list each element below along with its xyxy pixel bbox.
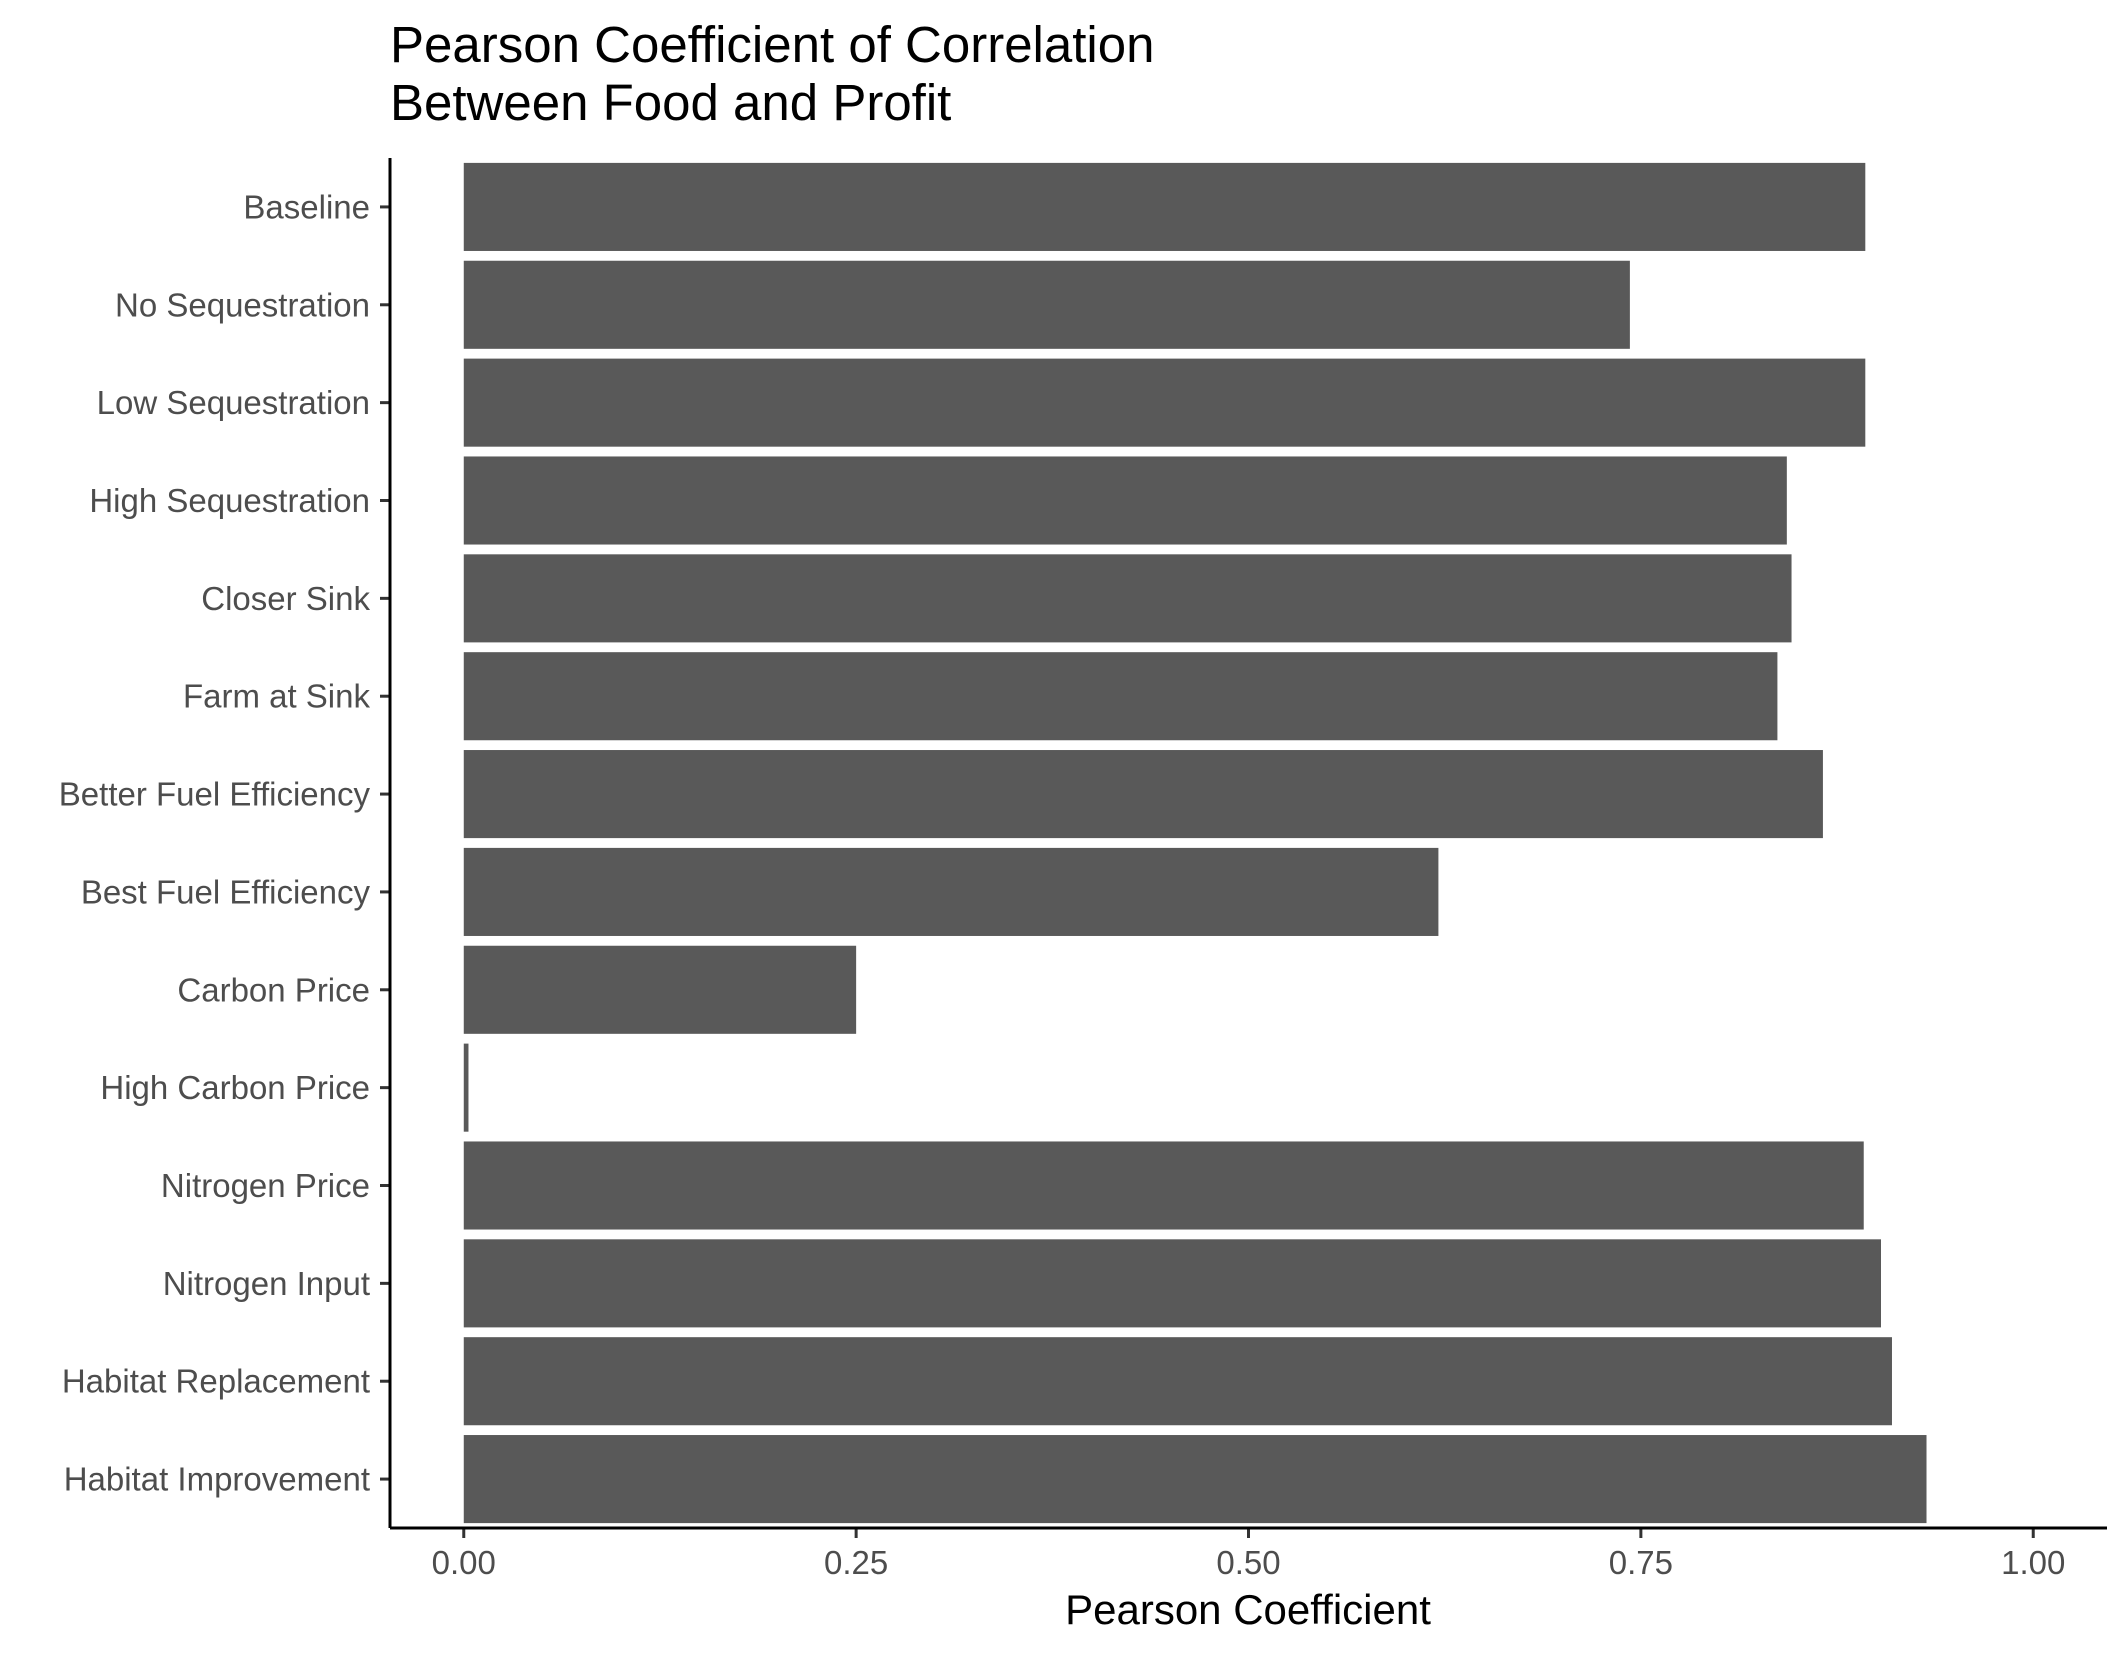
bar-no-sequestration [463, 260, 1630, 349]
bar-high-sequestration [463, 456, 1787, 545]
x-axis-ticks: 0.00 0.25 0.50 0.75 1.00 [432, 1528, 2065, 1581]
x-tick-label: 0.25 [824, 1544, 888, 1581]
bar-baseline [463, 162, 1866, 251]
x-tick-label: 0.00 [432, 1544, 496, 1581]
bar-low-sequestration [463, 358, 1866, 447]
bar-closer-sink [463, 554, 1792, 643]
x-axis-title: Pearson Coefficient [1065, 1586, 1431, 1633]
y-tick-label: High Carbon Price [100, 1069, 370, 1106]
chart-title-line-2: Between Food and Profit [390, 74, 951, 131]
y-tick-label: Farm at Sink [183, 678, 371, 715]
bar-nitrogen-input [463, 1239, 1881, 1328]
y-axis-ticks: Baseline No Sequestration Low Sequestratio… [59, 188, 390, 1498]
y-tick-label: No Sequestration [115, 286, 370, 323]
bars-group [463, 162, 1927, 1524]
bar-better-fuel-efficiency [463, 750, 1823, 839]
bar-high-carbon-price [463, 1043, 469, 1132]
x-tick-label: 1.00 [2001, 1544, 2065, 1581]
y-tick-label: Habitat Replacement [62, 1363, 370, 1400]
x-tick-label: 0.50 [1216, 1544, 1280, 1581]
bar-habitat-replacement [463, 1337, 1892, 1426]
bar-habitat-improvement [463, 1435, 1927, 1524]
y-tick-label: Carbon Price [177, 971, 370, 1008]
y-tick-label: Nitrogen Input [163, 1265, 370, 1302]
y-tick-label: Low Sequestration [97, 384, 370, 421]
bar-best-fuel-efficiency [463, 847, 1439, 936]
chart-title-line-1: Pearson Coefficient of Correlation [390, 16, 1154, 73]
y-tick-label: Closer Sink [201, 580, 370, 617]
bar-carbon-price [463, 945, 857, 1034]
y-tick-label: Best Fuel Efficiency [81, 873, 371, 910]
y-tick-label: Nitrogen Price [161, 1167, 370, 1204]
y-tick-label: Baseline [243, 188, 370, 225]
x-tick-label: 0.75 [1609, 1544, 1673, 1581]
bar-farm-at-sink [463, 652, 1778, 741]
y-tick-label: Better Fuel Efficiency [59, 776, 371, 813]
y-tick-label: High Sequestration [89, 482, 370, 519]
y-tick-label: Habitat Improvement [64, 1461, 370, 1498]
bar-nitrogen-price [463, 1141, 1864, 1230]
